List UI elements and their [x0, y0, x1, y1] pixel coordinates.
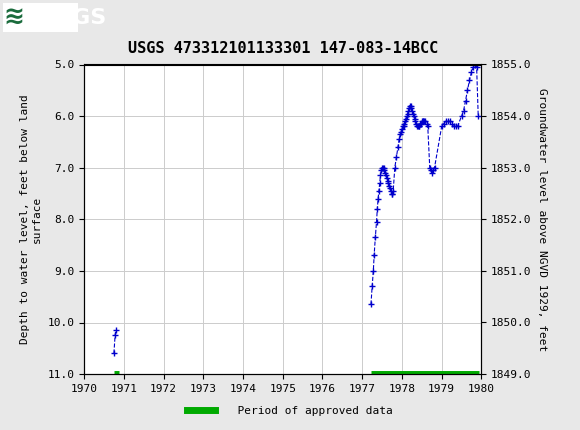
- Text: ≋: ≋: [3, 6, 24, 30]
- Text: USGS: USGS: [38, 8, 106, 28]
- Bar: [3, 3, 78, 32]
- Title: USGS 473312101133301 147-083-14BCC: USGS 473312101133301 147-083-14BCC: [128, 41, 438, 56]
- Y-axis label: Depth to water level, feet below land
surface: Depth to water level, feet below land su…: [20, 95, 42, 344]
- Legend:   Period of approved data: Period of approved data: [183, 401, 397, 420]
- Y-axis label: Groundwater level above NGVD 1929, feet: Groundwater level above NGVD 1929, feet: [537, 88, 547, 351]
